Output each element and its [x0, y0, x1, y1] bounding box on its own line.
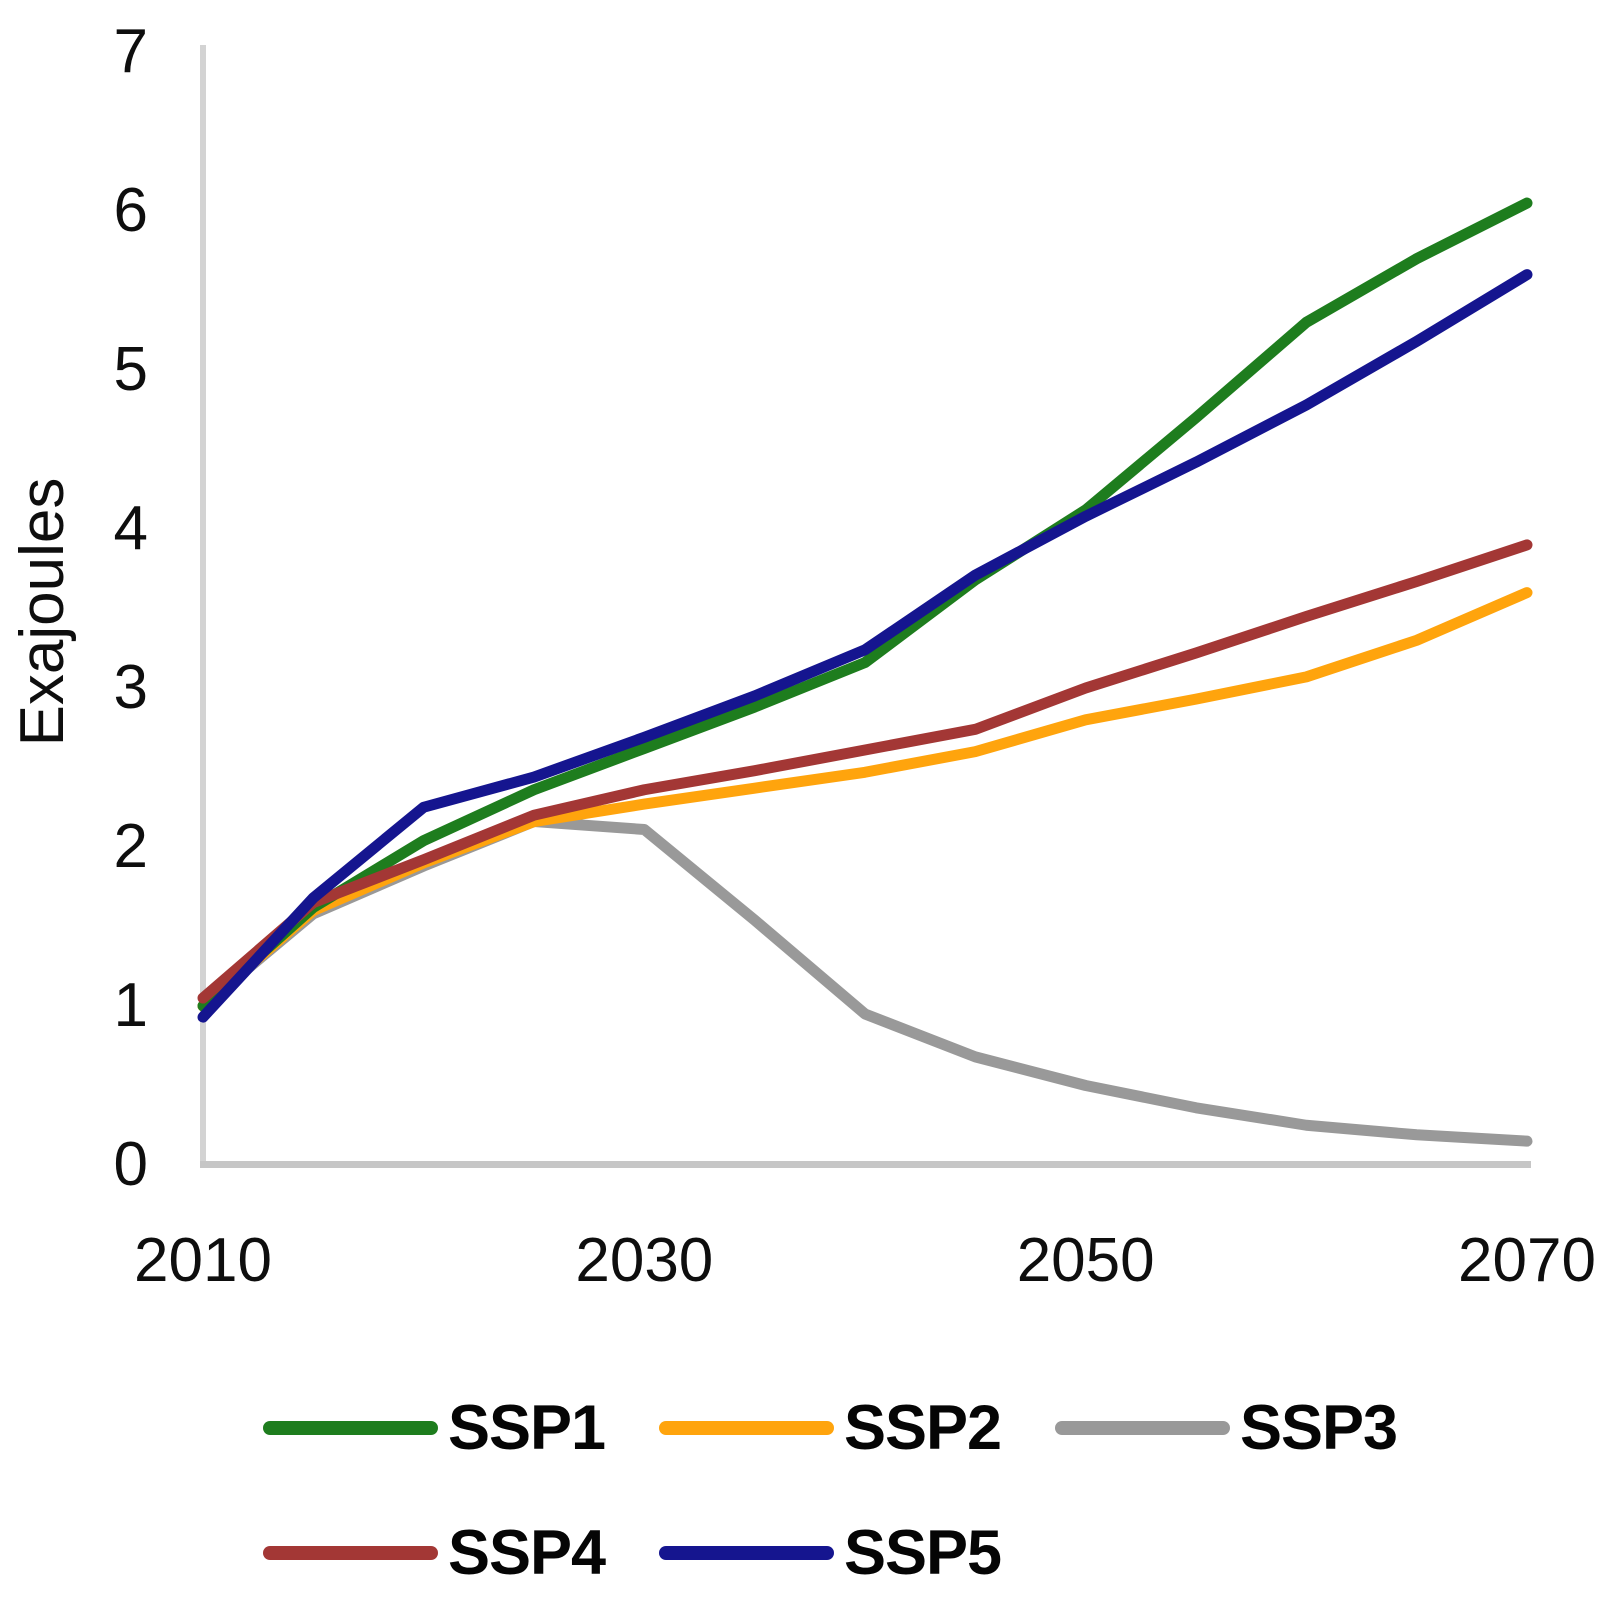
y-tick-label: 1 — [113, 971, 148, 1040]
x-tick-label: 2050 — [1016, 1226, 1155, 1295]
y-tick-label: 4 — [113, 494, 148, 563]
y-tick-label: 7 — [113, 17, 148, 86]
y-tick-label: 2 — [113, 812, 148, 881]
x-axis-line — [200, 1161, 1531, 1168]
x-tick-label: 2070 — [1458, 1226, 1596, 1295]
series-line-ssp4 — [197, 539, 1533, 1004]
y-tick-label: 5 — [113, 335, 148, 404]
series-line-ssp1 — [197, 197, 1533, 1012]
x-tick-label: 2030 — [575, 1226, 714, 1295]
y-tick-label: 3 — [113, 653, 148, 722]
series-line-ssp5 — [197, 269, 1533, 1023]
y-axis-line — [200, 45, 206, 1168]
y-tick-label: 0 — [113, 1130, 148, 1199]
x-tick-label: 2010 — [134, 1226, 272, 1295]
y-tick-label: 6 — [113, 176, 148, 245]
